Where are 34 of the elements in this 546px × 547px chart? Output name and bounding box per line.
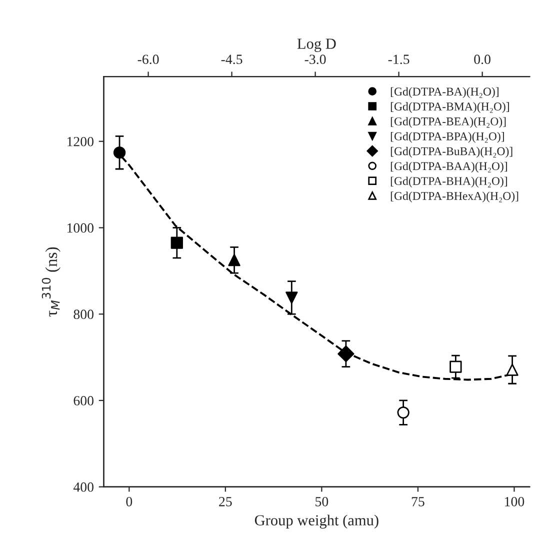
legend-label: [Gd(DTPA-BAA)(H₂O)] xyxy=(390,162,507,173)
legend-label: [Gd(DTPA-BPA)(H₂O)] xyxy=(390,132,504,143)
point xyxy=(397,406,410,419)
point xyxy=(338,346,354,362)
x-axis-title: Group weight (amu) xyxy=(254,514,378,529)
x2-tick-label: -3.0 xyxy=(304,54,326,64)
legend-label: [Gd(DTPA-BA)(H₂O)] xyxy=(390,87,498,98)
x-tick-label: 25 xyxy=(219,496,232,506)
y-axis-title: τ$_{M}$$^{310}$ (ns) xyxy=(42,247,60,317)
point xyxy=(170,236,183,249)
legend-label: [Gd(DTPA-BHexA)(H₂O)] xyxy=(390,192,518,202)
x2-tick-label: -1.5 xyxy=(388,54,410,64)
y-tick-label: 1000 xyxy=(67,223,94,233)
x-tick-label: 0 xyxy=(126,496,132,506)
legend-label: [Gd(DTPA-BuBA)(H₂O)] xyxy=(390,146,512,158)
x-tick-label: 100 xyxy=(505,496,524,506)
x-tick-label: 75 xyxy=(412,497,424,506)
x2-tick-label: 0.0 xyxy=(474,54,490,64)
point xyxy=(228,254,240,266)
y-tick-label: 1200 xyxy=(67,136,94,146)
legend-label: [Gd(DTPA-BMA)(H₂O)] xyxy=(390,102,509,113)
legend-label: [Gd(DTPA-BHA)(H₂O)] xyxy=(390,176,507,188)
x2-tick-label: -4.5 xyxy=(221,54,242,64)
point xyxy=(286,292,298,304)
x2-tick-label: -6.0 xyxy=(138,54,159,64)
y-tick-label: 800 xyxy=(74,310,94,320)
point xyxy=(506,364,518,376)
point xyxy=(450,360,462,373)
y-tick-label: 600 xyxy=(74,396,94,406)
x-tick-label: 50 xyxy=(316,496,328,506)
x2-axis-title: Log D xyxy=(297,38,336,52)
legend-label: [Gd(DTPA-BEA)(H₂O)] xyxy=(390,117,506,128)
point xyxy=(113,146,126,159)
y-tick-label: 400 xyxy=(73,482,94,492)
